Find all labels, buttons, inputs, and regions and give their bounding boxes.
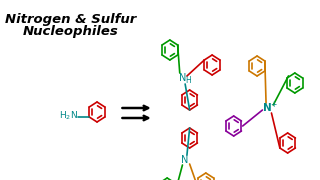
Text: H$_2$N: H$_2$N	[59, 110, 78, 122]
Text: H: H	[185, 75, 191, 84]
Text: Nitrogen & Sulfur: Nitrogen & Sulfur	[5, 13, 137, 26]
Text: N: N	[181, 155, 189, 165]
Text: N: N	[263, 103, 272, 113]
Text: +: +	[270, 100, 276, 109]
Text: N: N	[179, 73, 186, 83]
Text: Nucleophiles: Nucleophiles	[23, 25, 119, 38]
